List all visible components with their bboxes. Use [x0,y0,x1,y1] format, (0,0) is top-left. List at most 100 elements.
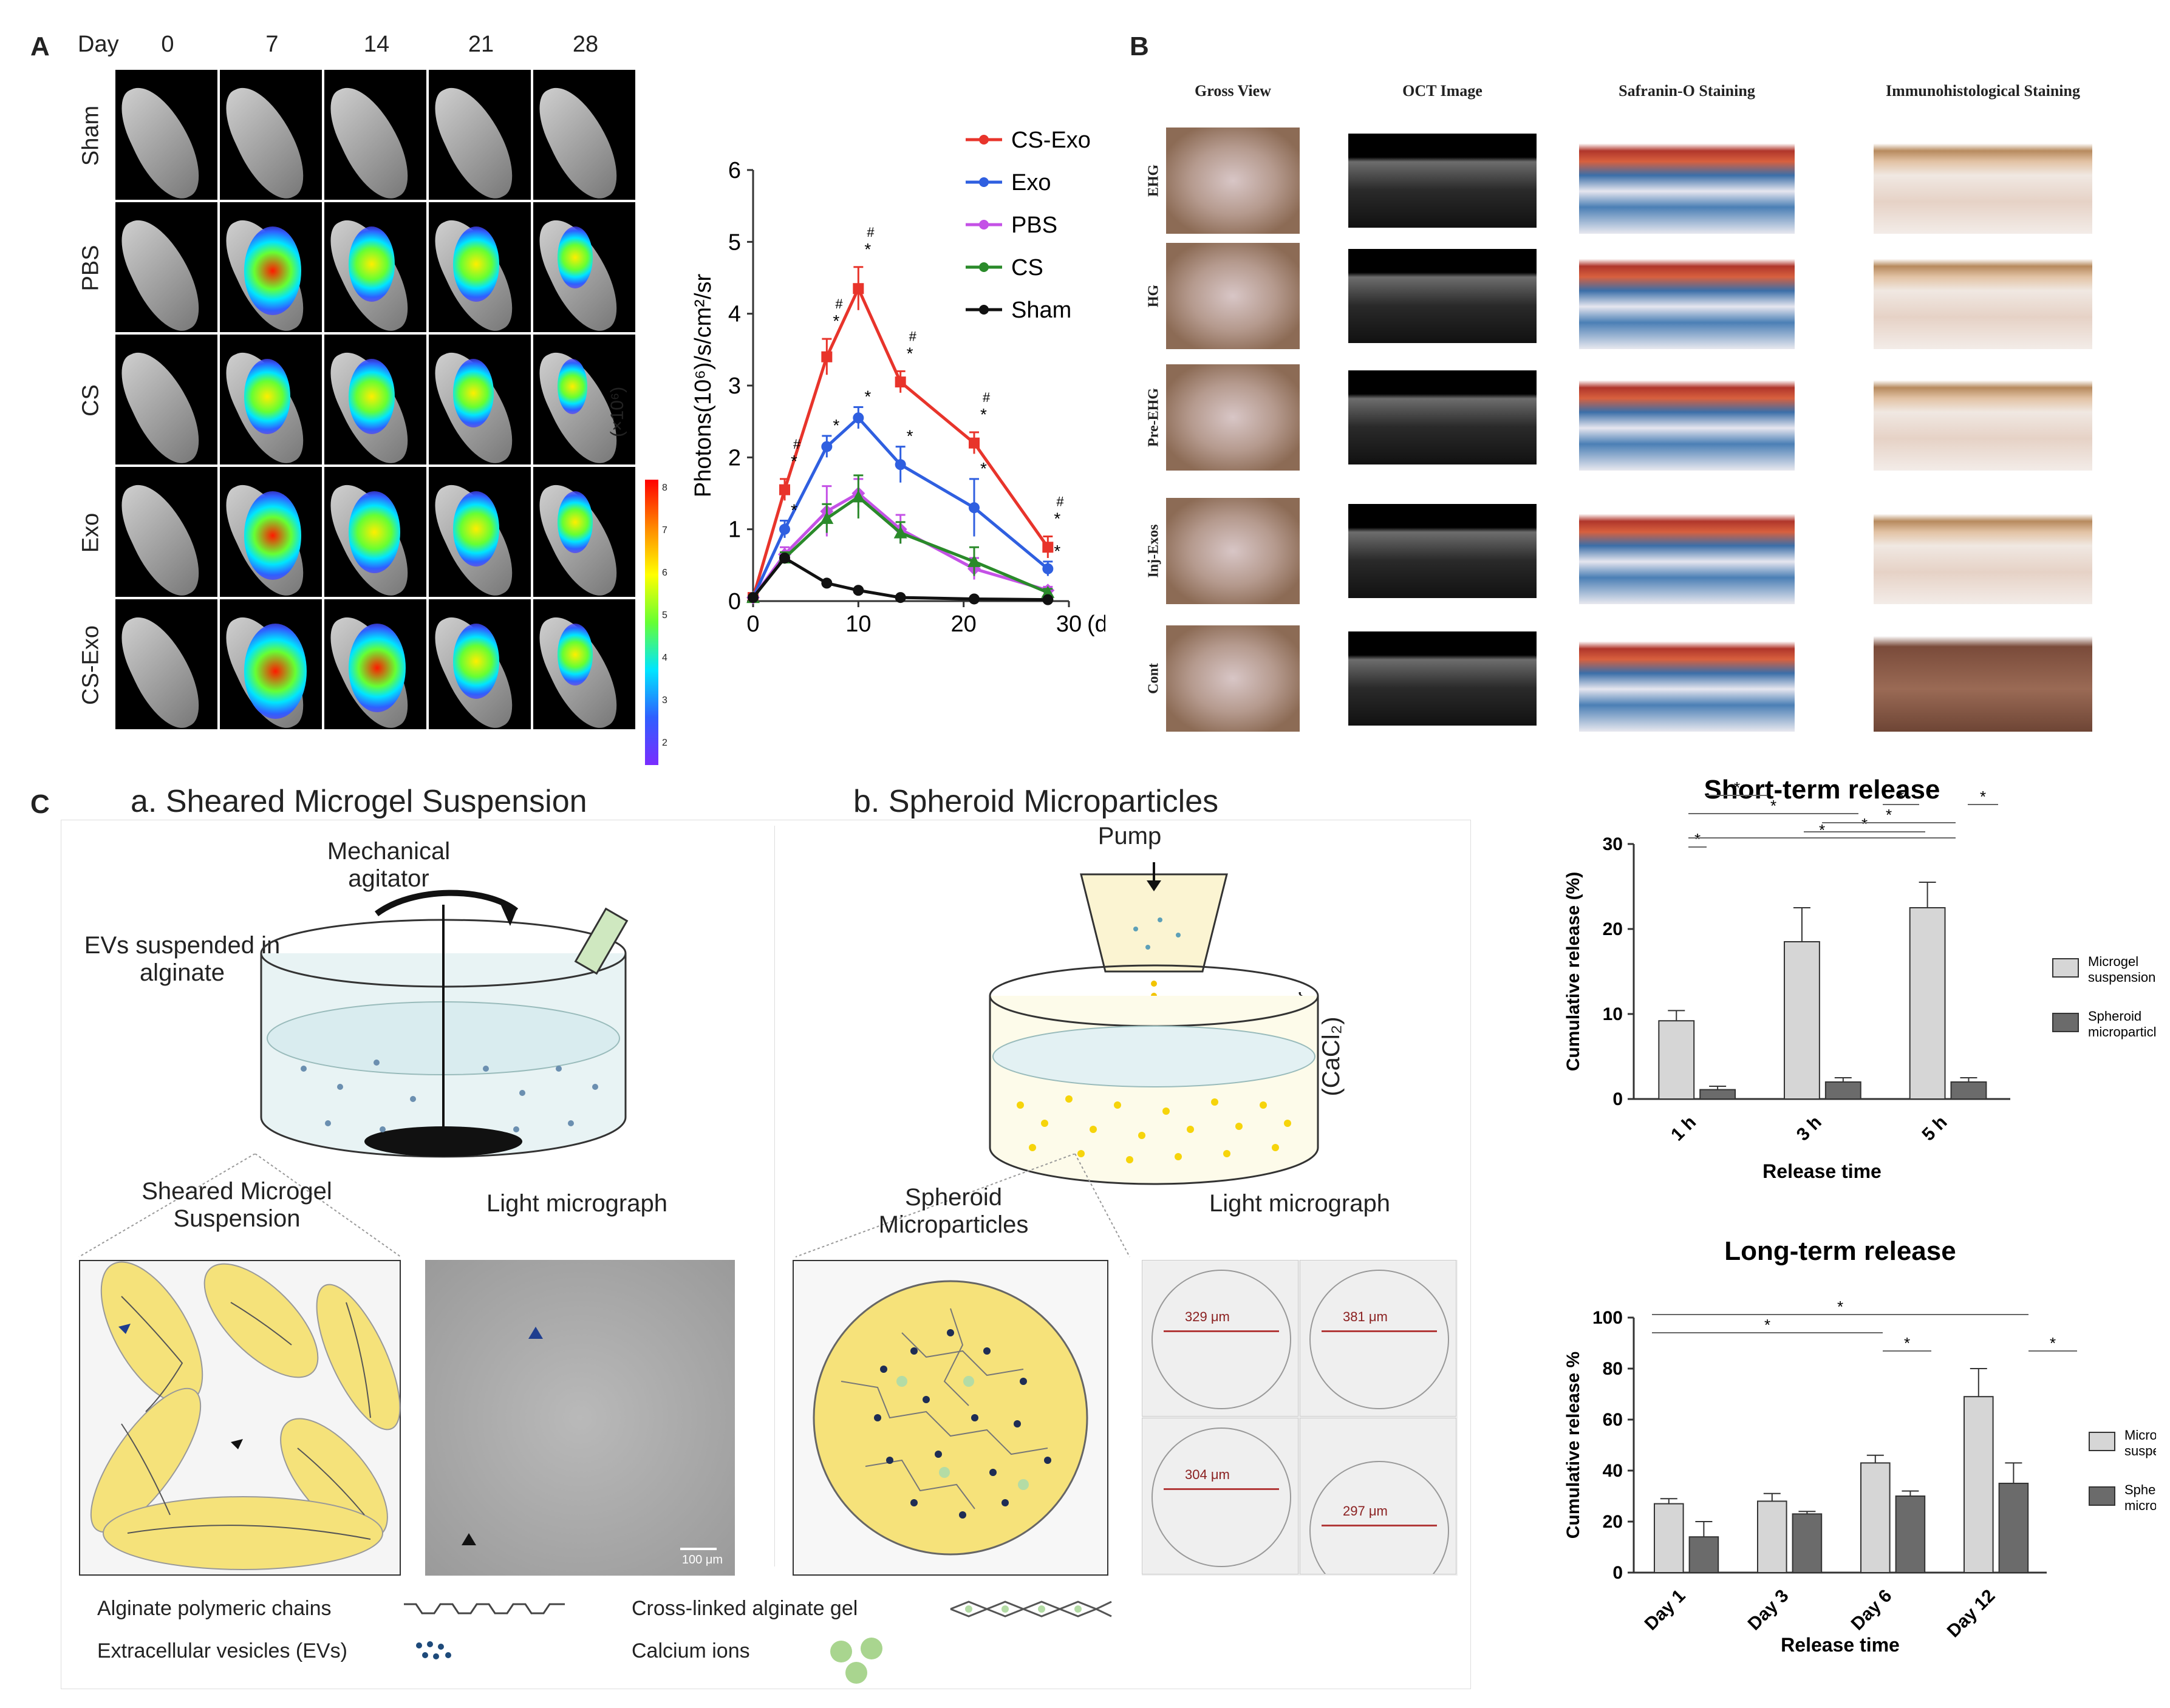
legend-label-line1: Microgel [2124,1427,2156,1443]
data-point [779,523,790,535]
legend-label-line1: Spheroid [2088,1009,2141,1024]
data-point [1042,542,1054,553]
legend-label: CS [1011,255,1043,281]
image-tile [429,70,531,200]
data-point [853,283,864,294]
colorbar-unit: (×10⁶) [607,386,627,437]
signal-hotspot [349,624,406,712]
image-tile [220,467,322,597]
b-row-label: Inj-Exos [1145,523,1162,578]
b-col-header: Gross View [1195,82,1271,100]
data-point [853,585,864,596]
signal-hotspot [453,624,499,699]
safranin-o-image [1579,625,1795,732]
signal-hotspot [244,491,301,580]
signal-hotspot [453,226,499,302]
gross-view-image [1166,243,1300,349]
image-tile [115,335,217,464]
data-point [748,592,759,604]
legend-label-line1: Microgel [2088,954,2138,969]
oct-image [1348,370,1537,464]
legend-crosslinked-label: Cross-linked alginate gel [632,1597,858,1620]
data-point [895,592,906,604]
bar-microgel [1658,1020,1695,1100]
image-tile [324,70,426,200]
gross-view-image [1166,625,1300,732]
legend-swatch [2052,1013,2079,1032]
bar-spheroid [1824,1081,1861,1100]
legend-label: PBS [1011,213,1057,238]
day-label-21: 21 [468,32,494,57]
image-tile [533,599,635,729]
y-tick-label: 60 [1603,1410,1623,1430]
paw-silhouette [533,76,630,200]
safranin-o-image [1579,243,1795,349]
data-point [821,441,833,452]
spheroid-label: Spheroid Microparticles [878,1184,1029,1238]
colorbar-tick-8: 8 [662,483,667,493]
signal-hotspot [453,359,494,427]
micrograph-cell: 329 μm [1142,1260,1298,1417]
y-tick-label: 10 [1603,1004,1623,1024]
signal-hotspot [244,359,290,434]
significance-star: * [791,452,797,471]
row-label-sham: Sham [78,105,104,166]
image-tile [324,467,426,597]
data-point [969,437,980,449]
oct-image [1348,249,1537,343]
legend-label: Exo [1011,170,1051,196]
image-tile [220,599,322,729]
image-tile [220,70,322,200]
sheared-microgel-beaker-diagram [260,890,629,1158]
data-point [1041,585,1055,598]
safranin-o-image [1579,498,1795,604]
safranin-o-image [1579,364,1795,471]
legend-swatch [2089,1486,2115,1506]
spheroid-inset [793,1260,1108,1576]
significance-star: * [1886,806,1892,824]
y-axis-label: Photons(10⁶)/s/cm²/sr [691,274,716,498]
y-tick-label: 20 [1603,1512,1623,1532]
colorbar-tick-4: 4 [662,653,667,663]
image-tile [429,335,531,464]
measure-text: 297 μm [1343,1503,1388,1519]
significance-star: * [2050,1334,2056,1352]
paw-silhouette [429,76,525,200]
legend-evs-label: Extracellular vesicles (EVs) [97,1639,347,1662]
image-tile [115,599,217,729]
b-row-label: HG [1145,284,1162,307]
y-axis-label: Cumulative release (%) [1563,872,1583,1071]
significance-star: * [1898,788,1904,806]
significance-star: * [1734,778,1740,797]
x-tick-label: 30 [1056,611,1082,637]
legend-marker [979,135,989,145]
sheared-title: a. Sheared Microgel Suspension [131,784,587,819]
photon-flux-line-chart: 01234560102030(d)Photons(10⁶)/s/cm²/sr*#… [691,128,1105,637]
significance-hash: # [835,296,843,311]
data-point [1042,563,1054,574]
image-tile [429,467,531,597]
x-axis-label: (d) [1087,611,1105,637]
significance-star: * [833,311,839,330]
safranin-o-image [1579,128,1795,234]
bar-microgel [1964,1396,1994,1573]
significance-star: * [833,416,839,435]
x-axis-label: Release time [1762,1160,1882,1182]
signal-hotspot [349,226,395,302]
oct-image [1348,134,1537,228]
panel-b-letter: B [1130,32,1149,61]
y-tick-label: 30 [1603,834,1623,854]
legend-label-line2: microparticles [2088,1024,2156,1039]
short-term-release-chart: Short-term release 0 10 20 30 Cumulative rele… [1563,775,2156,1182]
spheroid-beaker-diagram [989,862,1319,1185]
x-tick-label: Day 6 [1848,1586,1896,1635]
immuno-image [1874,498,2092,604]
row-label-exo: Exo [78,512,104,553]
measure-line [1164,1488,1279,1490]
y-tick-label: 0 [1612,1563,1623,1583]
measure-text: 304 μm [1185,1467,1230,1482]
data-point [851,490,865,503]
image-tile [533,70,635,200]
beaker-to-inset-lines-a [78,1154,401,1257]
light-micrograph-b: 329 μm 381 μm 304 μm 297 μm [1142,1260,1458,1576]
